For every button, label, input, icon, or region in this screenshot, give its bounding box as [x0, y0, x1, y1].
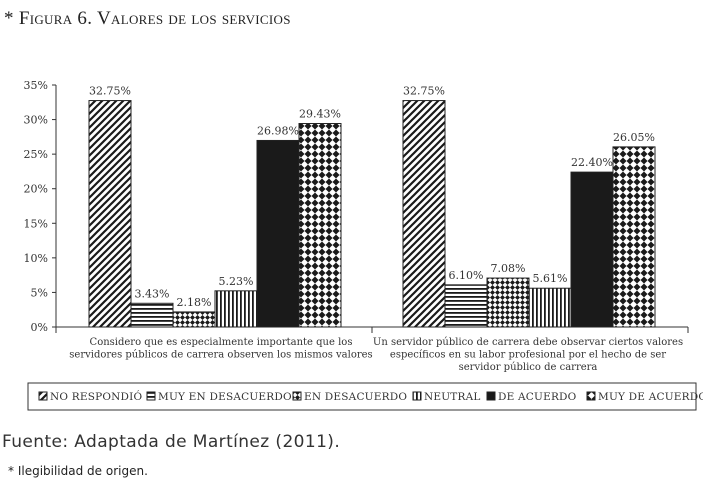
bar-value-label: 29.43%: [299, 108, 341, 121]
figure-source: Fuente: Adaptada de Martínez (2011).: [2, 432, 341, 452]
bar: [570, 171, 614, 328]
bar-value-label: 26.05%: [613, 131, 655, 144]
figure-title: * Figura 6. Valores de los servicios: [4, 8, 291, 29]
bar: [612, 146, 656, 328]
y-tick-label: 35%: [24, 79, 48, 92]
legend-swatch: [586, 391, 596, 401]
legend-swatch: [486, 391, 496, 401]
x-axis: [55, 326, 689, 333]
legend-label: NO RESPONDIÓ: [50, 389, 143, 403]
bar-value-label: 32.75%: [89, 85, 131, 98]
bar-chart: 0% 5% 10% 15% 20% 25% 30% 35% 32.75% 3.43% 2.18% 5…: [24, 79, 703, 411]
y-tick-label: 15%: [24, 217, 48, 230]
bar: [486, 277, 530, 328]
figure-footnote: * Ilegibilidad de origen.: [8, 464, 148, 478]
bar: [256, 139, 300, 328]
category-labels: Considero que es especialmente important…: [69, 337, 683, 373]
bar: [172, 311, 216, 328]
legend-label: DE ACUERDO: [498, 391, 577, 403]
legend-label: MUY DE ACUERDO: [598, 391, 703, 403]
bar: [214, 290, 258, 328]
bar-value-label: 7.08%: [491, 262, 526, 275]
bars: [88, 100, 656, 328]
y-tick-label: 30%: [24, 114, 48, 127]
category-label: Un servidor público de carrera debe obse…: [373, 337, 683, 348]
bar-value-label: 22.40%: [571, 156, 613, 169]
bar: [402, 100, 446, 328]
category-label: Considero que es especialmente important…: [90, 337, 353, 348]
bar: [528, 287, 572, 328]
legend-swatch: [146, 391, 156, 401]
bar-value-label: 26.98%: [257, 124, 299, 137]
legend-swatch: [292, 391, 302, 401]
legend-swatch: [412, 391, 422, 401]
bar-value-label: 5.61%: [533, 272, 568, 285]
y-tick-label: 20%: [24, 183, 48, 196]
bar: [444, 284, 488, 328]
bar-value-label: 6.10%: [449, 269, 484, 282]
legend-label: MUY EN DESACUERDO: [158, 391, 292, 403]
bar-value-label: 5.23%: [219, 275, 254, 288]
legend-label: NEUTRAL: [424, 391, 481, 403]
bar-value-labels: 32.75% 3.43% 2.18% 5.23% 26.98%29.43% 32.75% 6…: [89, 85, 655, 309]
y-axis: 0% 5% 10% 15% 20% 25% 30% 35%: [24, 79, 57, 334]
bar-value-label: 3.43%: [135, 287, 170, 300]
bar-value-label: 2.18%: [177, 296, 212, 309]
category-label: específicos en su labor profesional por …: [390, 350, 666, 361]
bar: [298, 123, 342, 328]
legend-swatch: [38, 391, 48, 401]
bar: [88, 100, 132, 328]
y-tick-label: 5%: [31, 286, 48, 299]
category-label: servidores públicos de carrera observen …: [69, 350, 372, 361]
y-tick-label: 0%: [31, 321, 48, 334]
category-label: servidor público de carrera: [459, 362, 598, 373]
bar: [130, 302, 174, 328]
legend-label: EN DESACUERDO: [304, 391, 407, 403]
y-tick-label: 10%: [24, 252, 48, 265]
legend: NO RESPONDIÓ MUY EN DESACUERDO EN DESACUER…: [27, 382, 703, 411]
legend-box: [27, 382, 697, 411]
bar-value-label: 32.75%: [403, 85, 445, 98]
y-tick-label: 25%: [24, 148, 48, 161]
